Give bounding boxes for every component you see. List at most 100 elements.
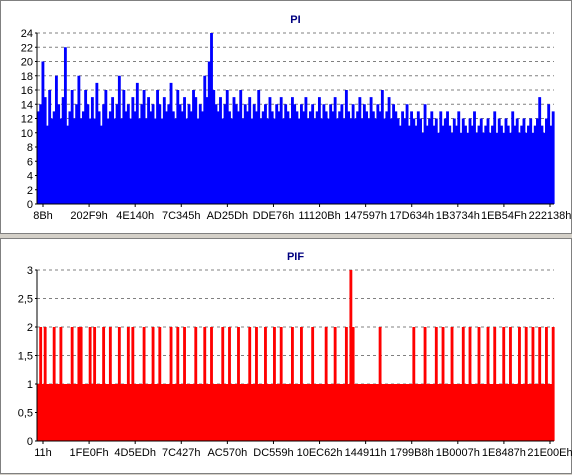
bar [52, 327, 56, 441]
bar [344, 90, 348, 204]
bar [239, 384, 243, 441]
bar [398, 125, 402, 205]
bar [232, 384, 236, 441]
bar [333, 327, 337, 441]
bar [39, 104, 43, 204]
bar [511, 384, 515, 441]
bar [198, 104, 202, 204]
bar [133, 111, 137, 205]
bar [273, 118, 276, 204]
bar [423, 327, 427, 441]
bar [50, 384, 54, 441]
bar [504, 118, 508, 204]
bar [322, 104, 326, 204]
bar [311, 104, 315, 204]
bar [362, 104, 366, 204]
bar [277, 384, 281, 441]
bar [414, 384, 418, 441]
bar [295, 111, 299, 205]
y-tick-label: 18 [21, 71, 33, 83]
bar [153, 384, 157, 441]
bar [39, 327, 43, 441]
bar [302, 384, 306, 441]
bar [389, 118, 393, 204]
bar [257, 384, 261, 441]
bar [432, 125, 436, 205]
bar [459, 132, 463, 204]
bar [486, 118, 490, 204]
bar [219, 384, 222, 441]
bar [241, 384, 245, 441]
bar [340, 104, 344, 204]
bar [113, 384, 117, 441]
bar [347, 384, 351, 441]
bar [291, 327, 294, 441]
bar [230, 118, 234, 204]
bar [466, 132, 470, 204]
bar [48, 90, 52, 204]
bar [302, 111, 306, 205]
bar [126, 327, 130, 441]
bar [277, 111, 281, 205]
bar [279, 97, 283, 205]
bar [77, 327, 81, 441]
bar [102, 327, 106, 441]
bar [529, 118, 533, 204]
x-tick-label: 11h [34, 447, 52, 459]
bar [189, 111, 193, 205]
bar [398, 384, 402, 441]
x-tick-label: 11120Bh [298, 210, 340, 222]
bar [383, 384, 387, 441]
bar [115, 104, 119, 204]
pif-chart-panel: PIF 0 0,5 1 1,5 2 2,5 3 11h 1FE0Fh 4D5EDh 7C427h AC5… [0, 238, 572, 474]
bar [252, 104, 256, 204]
bar [122, 384, 126, 441]
bar [401, 111, 404, 205]
bar [223, 104, 227, 204]
bar [527, 384, 530, 441]
bar [320, 118, 324, 204]
bar [41, 384, 45, 441]
bar [407, 125, 411, 205]
bar [95, 82, 99, 205]
bar [54, 384, 58, 441]
bar [212, 90, 216, 204]
bar [286, 384, 290, 441]
bar [297, 384, 301, 441]
bar [228, 327, 231, 441]
bar [219, 97, 222, 205]
bar [347, 111, 351, 205]
bar [165, 111, 168, 205]
bar [428, 118, 431, 204]
bar [52, 111, 56, 205]
bar [360, 118, 364, 204]
bar [63, 384, 67, 441]
bar [120, 118, 124, 204]
bar [160, 384, 164, 441]
bar [464, 125, 467, 205]
bar [486, 327, 490, 441]
bar [169, 327, 173, 441]
bar [214, 384, 218, 441]
bar [212, 384, 216, 441]
x-tick-label: AD25Dh [207, 210, 249, 222]
bar [450, 132, 454, 204]
bar [419, 118, 422, 204]
bar [405, 384, 409, 441]
bar [477, 125, 481, 205]
bar [183, 327, 186, 441]
bar [93, 327, 97, 441]
bar [266, 384, 270, 441]
bar [315, 111, 319, 205]
bar [99, 125, 103, 205]
bar [430, 111, 434, 205]
x-tick-label: 7C345h [162, 210, 201, 222]
bar [68, 111, 72, 205]
bar [43, 97, 47, 205]
bar [443, 118, 447, 204]
bar [210, 33, 213, 204]
bar [392, 104, 396, 204]
bar [259, 118, 263, 204]
bar [86, 384, 90, 441]
